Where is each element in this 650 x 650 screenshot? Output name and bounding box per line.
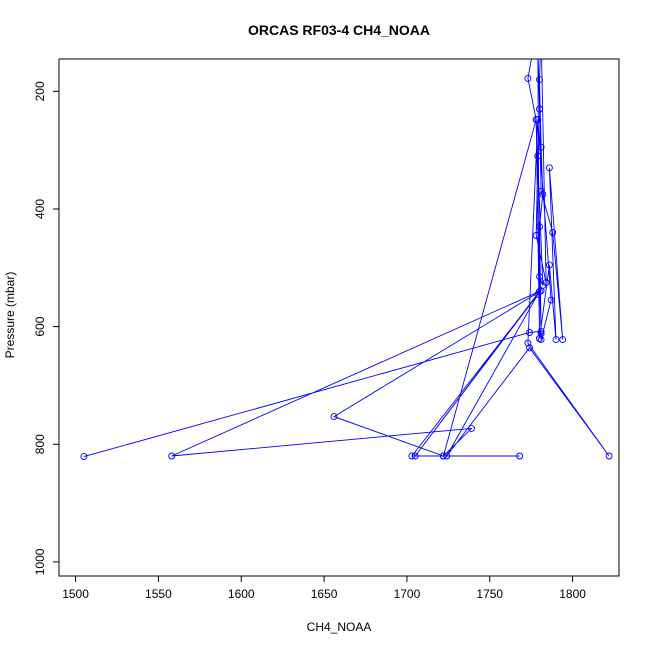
data-point	[532, 232, 540, 239]
data-point	[539, 190, 547, 198]
y-tick-label: 800	[33, 434, 47, 454]
x-tick-label: 1500	[62, 587, 89, 601]
data-point	[535, 41, 541, 47]
data-point	[439, 452, 447, 460]
data-point	[330, 413, 338, 421]
data-point	[537, 287, 545, 295]
data-point	[537, 143, 545, 151]
data-point	[468, 424, 475, 432]
data-point	[536, 76, 543, 84]
x-axis-label: CH4_NOAA	[307, 620, 372, 634]
data-point	[537, 327, 545, 335]
data-point	[559, 336, 567, 344]
data-point	[549, 229, 557, 236]
y-axis-label: Pressure (mbar)	[3, 272, 17, 359]
data-point	[536, 273, 543, 281]
y-tick-label: 1000	[33, 548, 47, 575]
data-point	[545, 164, 553, 172]
y-tick-label: 200	[33, 81, 47, 101]
data-point	[534, 152, 542, 160]
data-point	[605, 452, 613, 460]
data-point	[516, 452, 524, 460]
y-axis: 200 400 600 800 1000	[33, 81, 60, 575]
data-point	[547, 296, 555, 304]
data-point	[532, 116, 540, 124]
data-point	[536, 223, 543, 231]
data-point	[537, 336, 545, 344]
data-point	[552, 336, 560, 344]
x-tick-label: 1800	[559, 587, 586, 601]
x-axis: 1500 1550 1600 1650 1700 1750 1800	[62, 575, 586, 601]
x-tick-label: 1650	[311, 587, 338, 601]
x-tick-label: 1600	[228, 587, 255, 601]
data-point	[80, 453, 88, 461]
y-tick-label: 600	[33, 316, 47, 336]
data-point	[443, 452, 451, 460]
data-point	[168, 452, 176, 460]
x-tick-label: 1550	[145, 587, 172, 601]
data-point	[545, 261, 553, 269]
y-tick-label: 400	[33, 199, 47, 219]
data-series	[80, 30, 613, 461]
x-tick-label: 1750	[476, 587, 503, 601]
series-line	[83, 59, 610, 458]
data-point	[542, 279, 550, 286]
data-point	[526, 344, 533, 352]
data-point	[411, 452, 419, 460]
data-point	[526, 329, 533, 336]
data-point	[524, 74, 532, 82]
data-point	[524, 339, 532, 347]
data-point	[533, 30, 539, 36]
data-point	[538, 30, 544, 36]
data-point	[408, 452, 416, 460]
chart-title: ORCAS RF03-4 CH4_NOAA	[248, 22, 430, 38]
data-point	[536, 105, 543, 113]
data-point	[536, 334, 543, 342]
plot-frame	[58, 58, 620, 577]
x-tick-label: 1700	[394, 587, 421, 601]
